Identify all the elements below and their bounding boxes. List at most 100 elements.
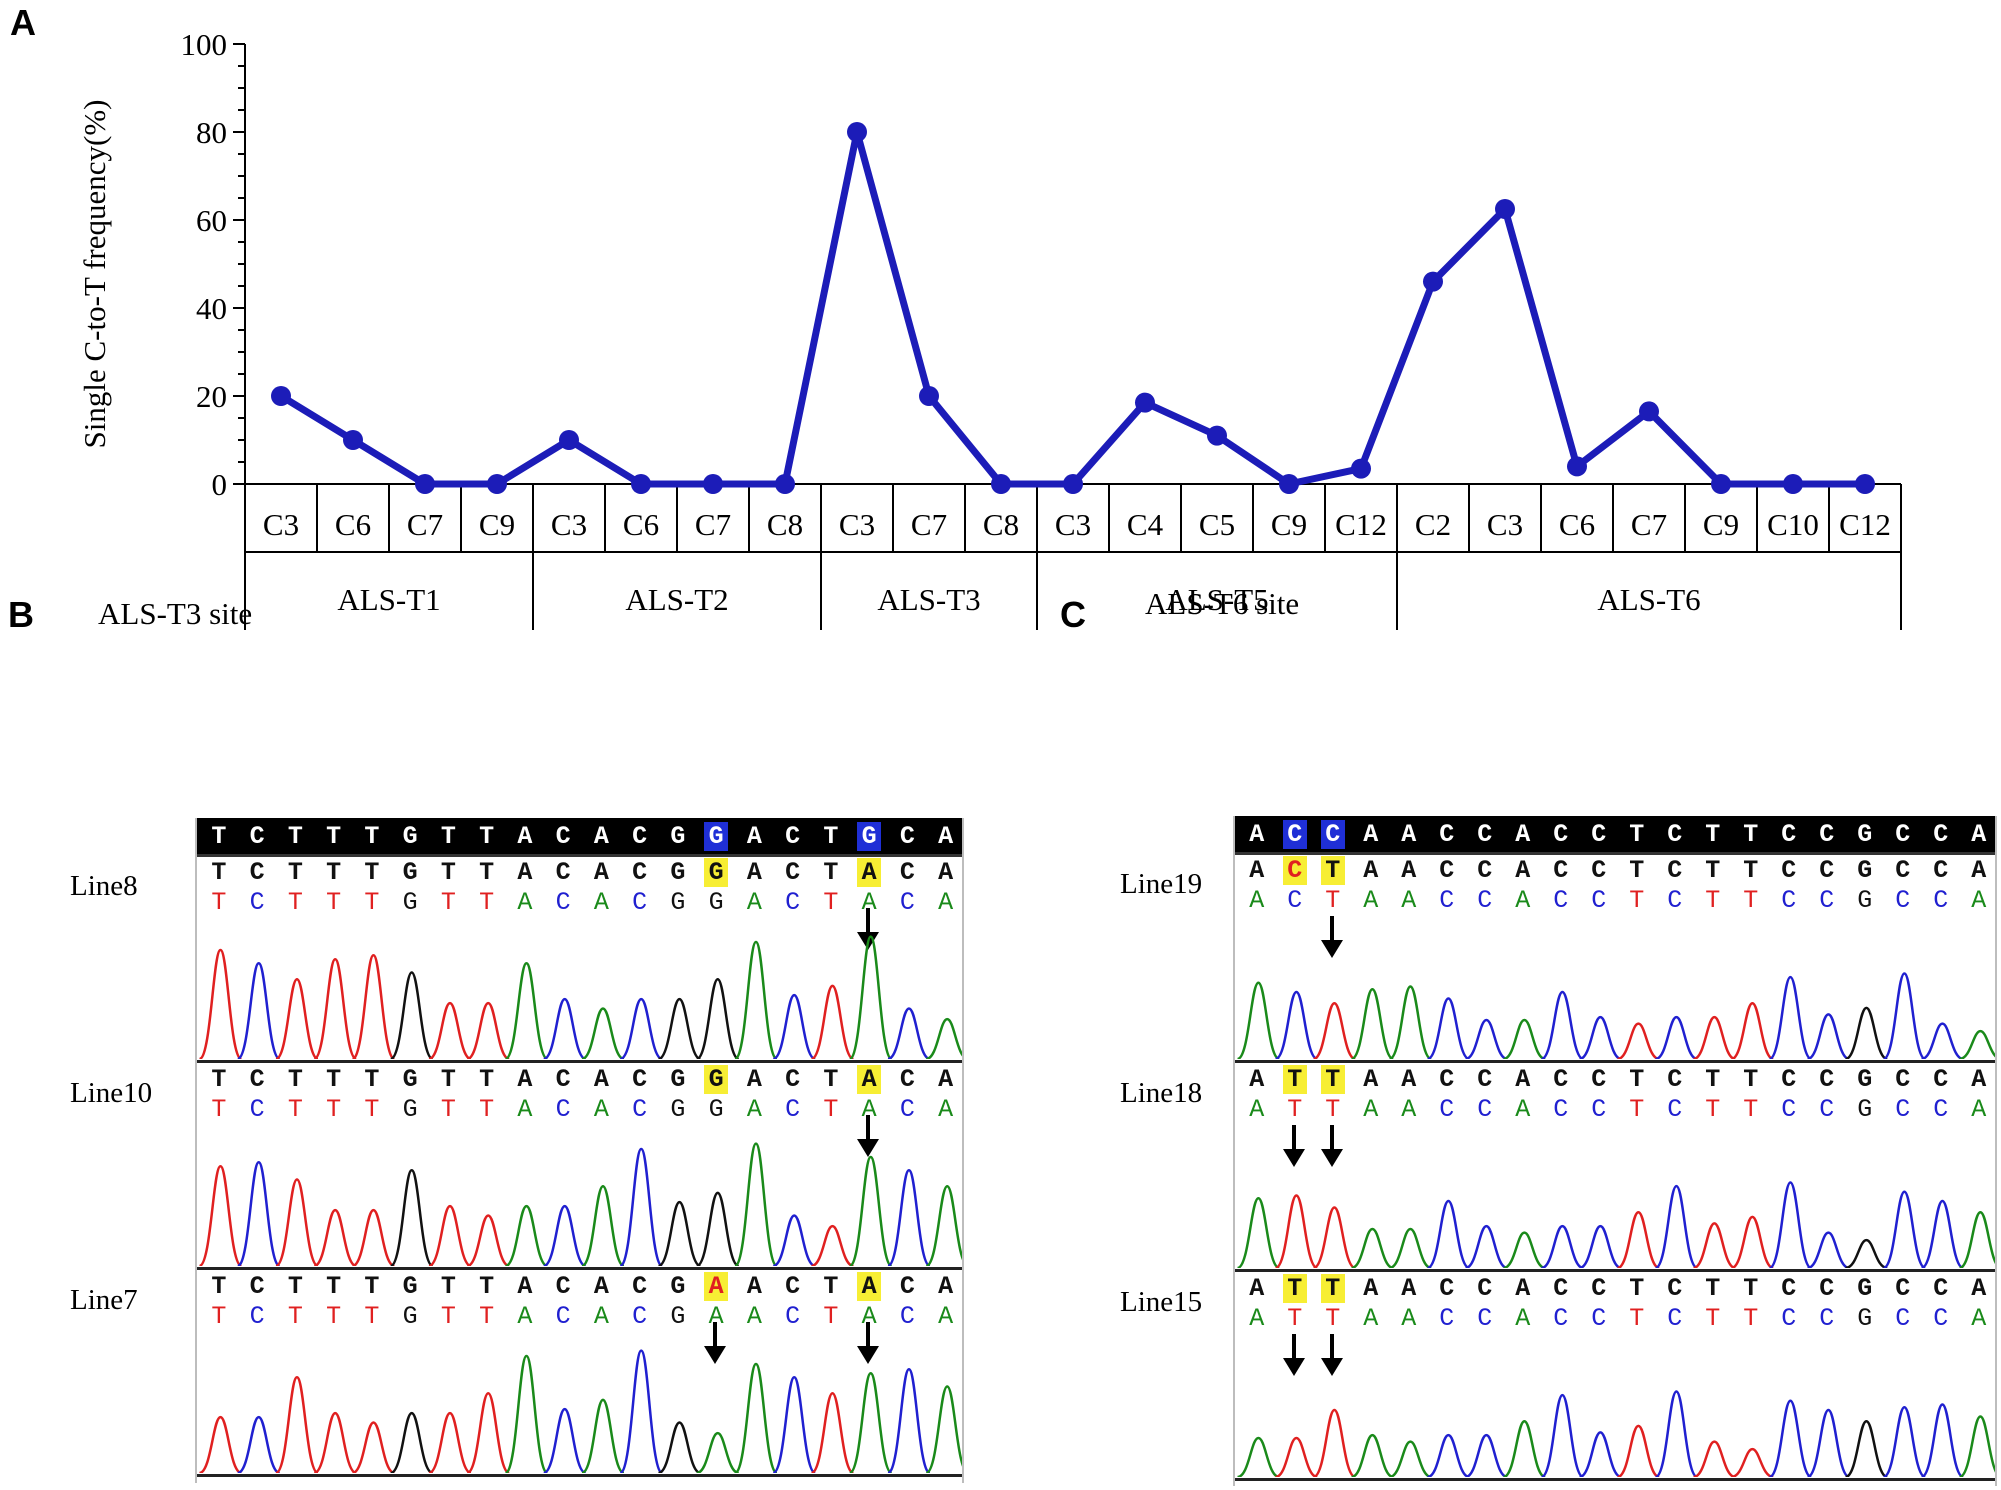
trace-peak — [1274, 990, 1318, 1059]
called-base: T — [479, 1065, 495, 1094]
trace-peak — [1768, 1181, 1812, 1268]
trace-peak — [1882, 972, 1926, 1059]
trace-base: A — [1515, 1095, 1531, 1124]
trace-base: C — [249, 1302, 265, 1331]
called-base: C — [785, 858, 801, 887]
trace-peak — [1692, 1222, 1736, 1268]
trace-peak — [1540, 1393, 1584, 1477]
trace-peak — [1427, 1433, 1470, 1477]
reference-base: T — [364, 822, 380, 851]
x-tick-label: C7 — [407, 507, 443, 542]
called-base: T — [1705, 1065, 1721, 1094]
trace-peak — [1274, 1194, 1318, 1268]
x-tick-label: C10 — [1767, 507, 1819, 542]
x-tick-label: C4 — [1127, 507, 1164, 542]
trace-base: T — [479, 1302, 495, 1331]
called-base: C — [1283, 856, 1307, 885]
trace-peak — [1654, 1184, 1698, 1268]
trace-base: A — [1249, 1304, 1265, 1333]
data-point — [1351, 458, 1371, 479]
trace-peak — [1350, 987, 1394, 1059]
called-base: A — [938, 1272, 954, 1301]
trace-base: C — [785, 1095, 801, 1124]
trace-peak — [504, 1204, 549, 1266]
trace-peak — [1958, 1415, 1995, 1477]
trace-peak — [1578, 1431, 1622, 1477]
panel-b-title: ALS-T3 site — [98, 596, 253, 631]
called-base: A — [704, 1272, 728, 1301]
line-label: Line10 — [70, 1077, 153, 1109]
reference-base: G — [402, 822, 418, 851]
trace-base: T — [1629, 886, 1645, 915]
called-base: A — [1363, 1065, 1379, 1094]
chromatogram-trace — [1237, 1390, 1995, 1477]
trace-base: T — [1287, 1095, 1303, 1124]
mutation-arrow-icon — [857, 1322, 880, 1364]
reference-base: T — [1629, 820, 1645, 849]
called-base: C — [1895, 1274, 1911, 1303]
trace-peak — [771, 1375, 817, 1473]
called-base: A — [1249, 856, 1265, 885]
trace-base: C — [1439, 1095, 1455, 1124]
trace-peak — [1959, 1029, 1995, 1059]
trace-peak — [275, 977, 319, 1059]
trace-base: G — [708, 1095, 724, 1124]
called-base: T — [287, 1065, 303, 1094]
data-point — [415, 474, 435, 494]
trace-peak — [1389, 1440, 1432, 1477]
trace-peak — [1920, 1403, 1964, 1477]
mutation-arrow-icon — [1321, 1334, 1343, 1376]
data-point — [631, 474, 651, 494]
trace-base: A — [1401, 1304, 1417, 1333]
trace-base: T — [1705, 886, 1721, 915]
called-base: C — [1667, 856, 1683, 885]
trace-base: G — [402, 888, 418, 917]
trace-base: C — [899, 1095, 915, 1124]
trace-peak — [1351, 1433, 1394, 1477]
trace-peak — [428, 1411, 472, 1473]
reference-base: A — [1971, 820, 1987, 849]
trace-base: T — [1629, 1095, 1645, 1124]
trace-peak — [1579, 1224, 1622, 1268]
x-tick-label: C6 — [1559, 507, 1595, 542]
called-base: T — [1283, 1065, 1307, 1094]
called-base: A — [593, 1065, 609, 1094]
reference-base: C — [249, 822, 265, 851]
trace-peak — [696, 977, 740, 1059]
trace-peak — [198, 1164, 243, 1266]
reference-base: C — [632, 822, 648, 851]
called-base: A — [938, 1065, 954, 1094]
trace-peak — [1236, 1196, 1280, 1268]
called-base: C — [555, 1272, 571, 1301]
called-base: C — [1591, 1274, 1607, 1303]
trace-peak — [848, 935, 893, 1059]
trace-peak — [237, 1415, 281, 1473]
reference-base: T — [1705, 820, 1721, 849]
trace-base: T — [440, 1302, 456, 1331]
trace-base: T — [364, 1095, 380, 1124]
called-base: C — [899, 1065, 915, 1094]
line-label: Line18 — [1120, 1077, 1203, 1109]
trace-base: C — [1477, 886, 1493, 915]
trace-peak — [543, 1407, 587, 1473]
data-point — [991, 474, 1011, 494]
trace-base: A — [517, 1095, 533, 1124]
trace-peak — [886, 1168, 932, 1266]
panel-letter-b: B — [8, 594, 34, 635]
trace-peak — [1768, 975, 1812, 1059]
called-base: A — [517, 1065, 533, 1094]
called-base: T — [1321, 856, 1345, 885]
trace-base: G — [1857, 1095, 1873, 1124]
data-point — [343, 430, 363, 450]
trace-peak — [504, 961, 549, 1059]
trace-peak — [1541, 1224, 1584, 1268]
trace-base: G — [708, 888, 724, 917]
trace-base: A — [861, 888, 877, 917]
trace-peak — [1502, 1419, 1546, 1477]
called-base: C — [555, 858, 571, 887]
trace-base: G — [670, 1095, 686, 1124]
trace-base: G — [402, 1095, 418, 1124]
reference-base: A — [1249, 820, 1265, 849]
